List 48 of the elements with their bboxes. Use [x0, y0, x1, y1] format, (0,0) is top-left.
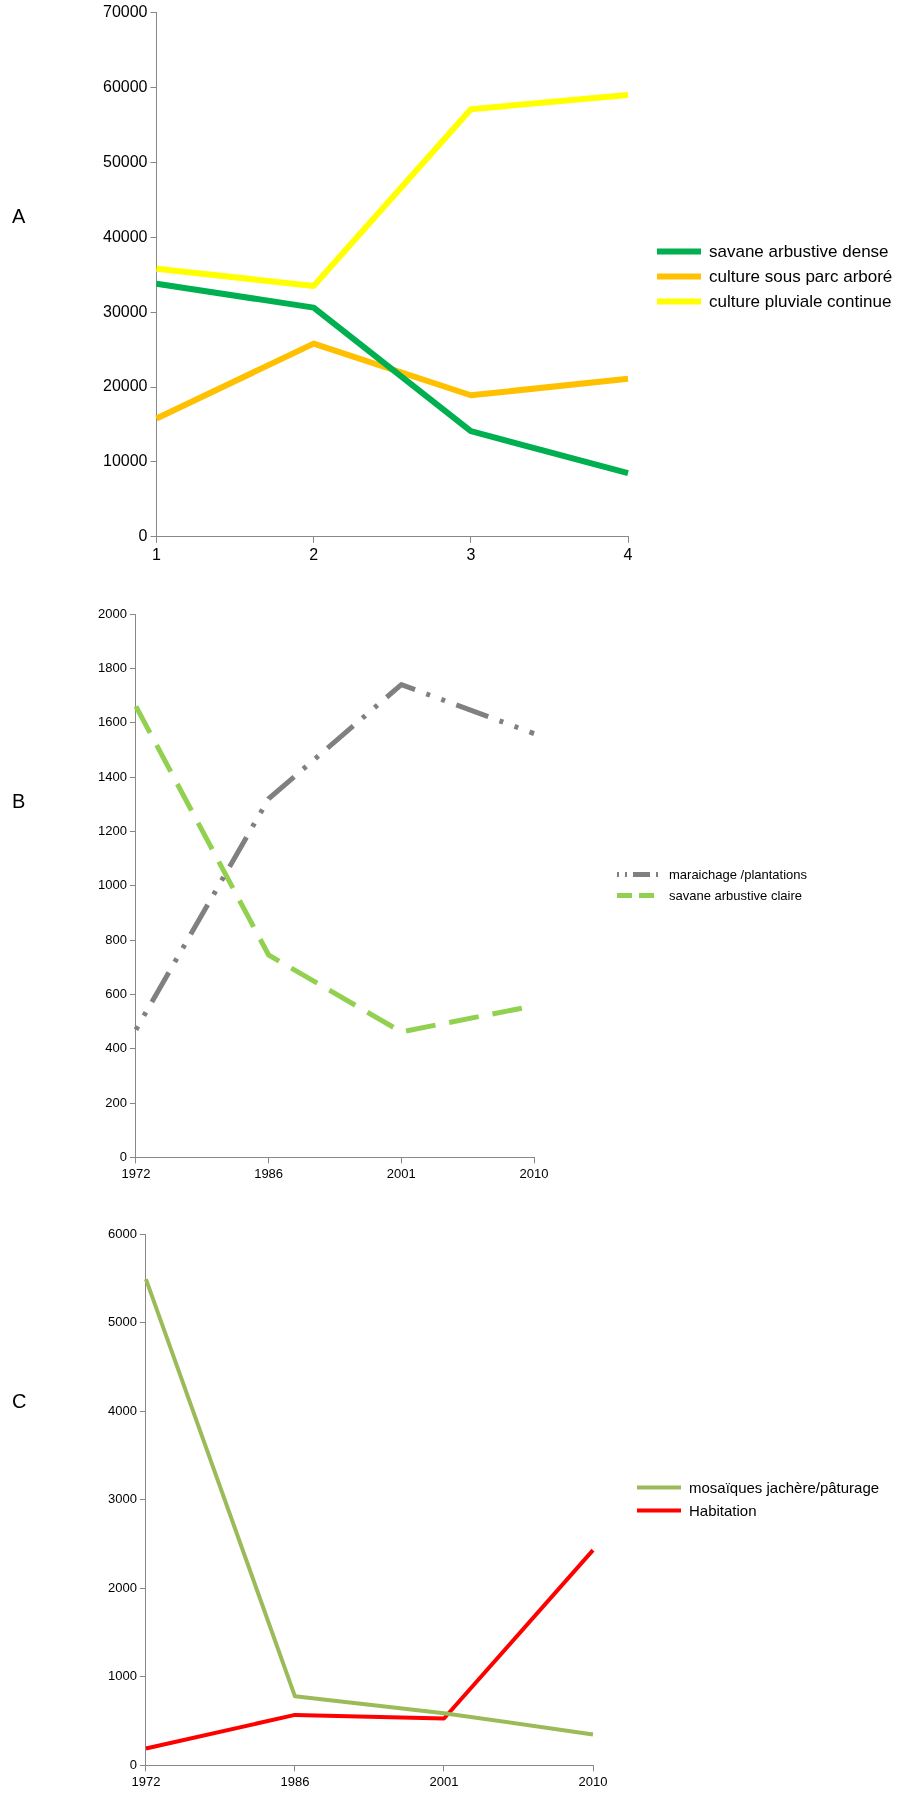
legend-label: Habitation — [689, 1502, 757, 1519]
y-tick-label: 1000 — [108, 1668, 137, 1684]
y-tick-label: 6000 — [108, 1225, 137, 1241]
text: C — [12, 1390, 27, 1413]
text: B — [12, 790, 26, 813]
y-tick-label: 50000 — [102, 152, 148, 170]
legend-label: savane arbustive dense — [709, 241, 889, 262]
y-tick-label: 40000 — [102, 227, 148, 245]
x-tick-label: 2 — [309, 545, 319, 563]
y-tick-label: 1800 — [98, 659, 127, 675]
x-tick-label: 2001 — [386, 1165, 416, 1181]
y-tick-label: 0 — [119, 1148, 127, 1164]
x-tick-label: 1972 — [131, 1773, 161, 1789]
y-tick-label: 1400 — [98, 768, 127, 784]
y-tick-label: 60000 — [102, 77, 148, 95]
y-tick-label: 10000 — [102, 452, 148, 470]
y-tick-label: 30000 — [102, 302, 148, 320]
legend-label: mosaïques jachère/pâturage — [689, 1479, 880, 1496]
legend-label: culture pluviale continue — [709, 291, 892, 312]
y-tick-label: 400 — [105, 1040, 127, 1056]
x-tick-label: 2010 — [578, 1773, 608, 1789]
text: A — [12, 205, 26, 228]
x-tick-label: 2010 — [519, 1165, 549, 1181]
x-tick-label: 2001 — [429, 1773, 459, 1789]
y-tick-label: 0 — [129, 1756, 137, 1772]
y-tick-label: 200 — [105, 1094, 127, 1110]
legend-label: savane arbustive claire — [669, 888, 802, 903]
legend-label: maraichage /plantations — [669, 867, 808, 882]
y-tick-label: 4000 — [108, 1402, 137, 1418]
x-tick-label: 1986 — [280, 1773, 310, 1789]
x-tick-label: 3 — [466, 545, 476, 563]
y-tick-label: 70000 — [102, 3, 148, 21]
x-tick-label: 1972 — [121, 1165, 151, 1181]
x-tick-label: 1986 — [254, 1165, 284, 1181]
y-tick-label: 800 — [105, 931, 127, 947]
y-tick-label: 2000 — [98, 605, 127, 621]
y-tick-label: 1000 — [98, 877, 127, 893]
y-tick-label: 5000 — [108, 1314, 137, 1330]
y-tick-label: 600 — [105, 985, 127, 1001]
legend-label: culture sous parc arboré — [709, 266, 893, 287]
x-tick-label: 4 — [623, 545, 633, 563]
y-tick-label: 1200 — [98, 822, 127, 838]
y-tick-label: 2000 — [108, 1579, 137, 1595]
y-tick-label: 3000 — [108, 1491, 137, 1507]
x-tick-label: 1 — [152, 545, 162, 563]
y-tick-label: 1600 — [98, 714, 127, 730]
y-tick-label: 20000 — [102, 377, 148, 395]
y-tick-label: 0 — [138, 527, 148, 545]
